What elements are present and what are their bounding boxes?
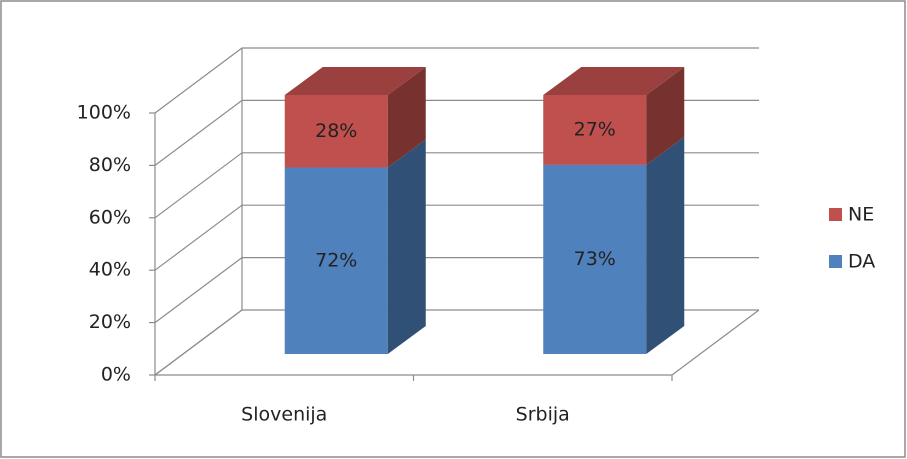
bar-side	[646, 136, 685, 354]
x-tick-label: Slovenija	[241, 404, 327, 426]
legend-label: DA	[848, 251, 875, 273]
bar-segment	[284, 167, 388, 354]
x-tick-label: Srbija	[516, 404, 570, 426]
data-label: 73%	[574, 248, 616, 270]
bar-side	[387, 139, 426, 354]
bar-top	[543, 67, 685, 95]
legend-swatch	[829, 208, 842, 221]
data-label: 28%	[315, 120, 357, 142]
floor-edge	[671, 309, 760, 376]
y-tick-label: 100%	[77, 102, 131, 124]
grid-line	[154, 47, 759, 114]
bar-segment	[543, 164, 647, 354]
bar-segment	[543, 95, 647, 165]
bar-side	[387, 67, 426, 168]
y-tick-label: 80%	[89, 154, 131, 176]
bar-segment	[284, 95, 388, 168]
y-tick-label: 60%	[89, 206, 131, 228]
legend-swatch	[829, 255, 842, 268]
y-tick-label: 40%	[89, 259, 131, 281]
bar-top	[284, 67, 426, 95]
y-tick-label: 20%	[89, 311, 131, 333]
legend-label: NE	[848, 204, 874, 226]
data-label: 27%	[574, 118, 616, 140]
y-tick-label: 0%	[101, 364, 131, 386]
data-label: 72%	[315, 249, 357, 271]
bar-side	[646, 67, 685, 165]
